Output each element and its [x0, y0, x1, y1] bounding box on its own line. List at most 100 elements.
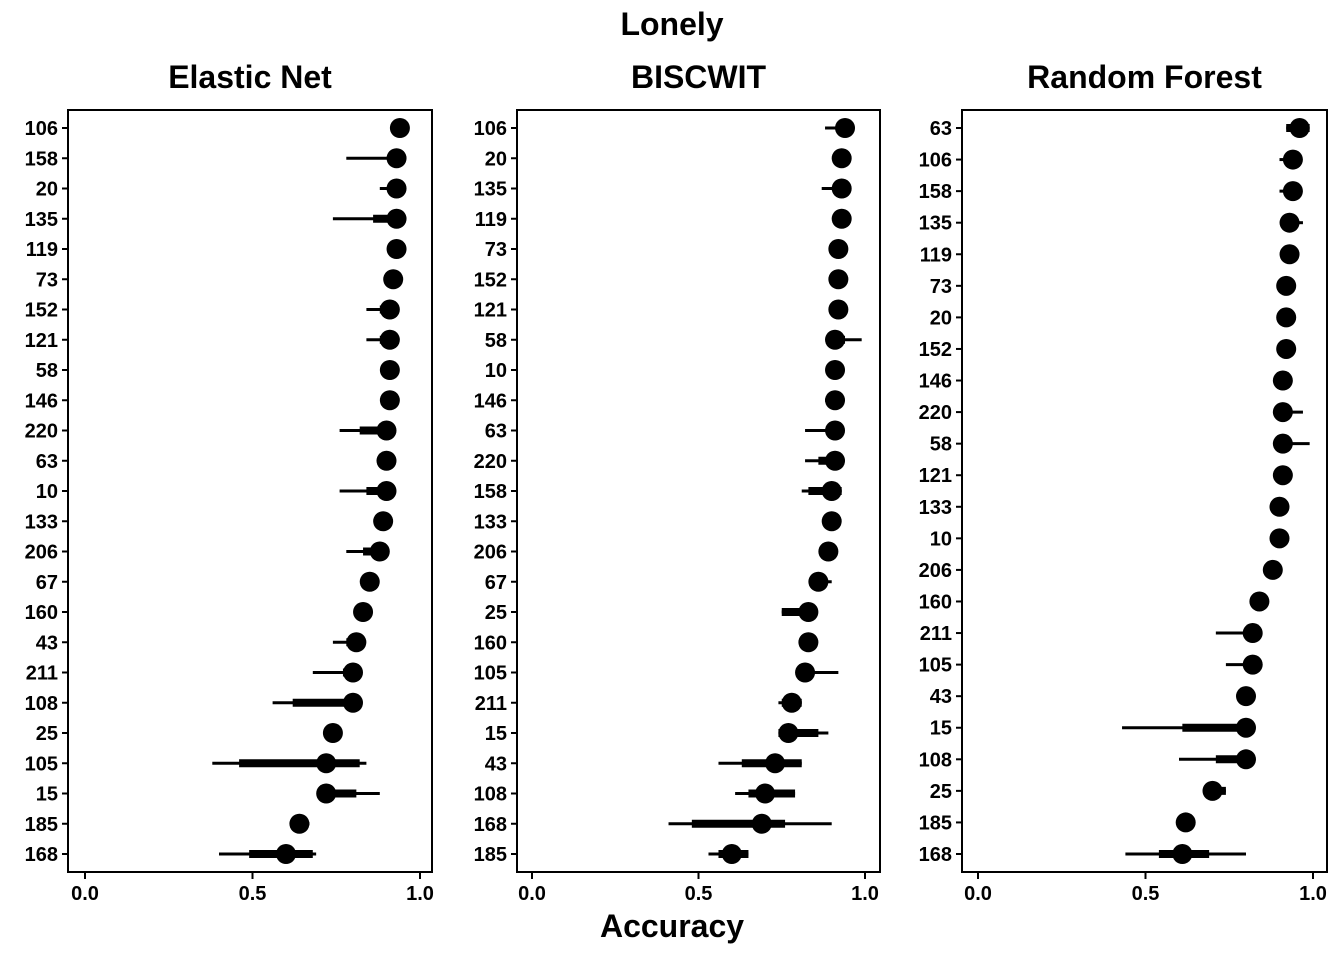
- y-tick-label: 133: [919, 497, 952, 519]
- y-tick-label: 168: [25, 844, 58, 866]
- y-tick-label: 58: [485, 330, 507, 352]
- point-estimate: [1282, 149, 1303, 170]
- point-estimate: [831, 208, 852, 229]
- x-tick-label: 0.0: [964, 883, 992, 905]
- point-estimate: [1269, 528, 1290, 549]
- point-estimate: [1276, 338, 1297, 359]
- point-estimate: [1276, 307, 1297, 328]
- y-tick-label: 119: [26, 239, 58, 261]
- point-estimate: [1272, 370, 1293, 391]
- y-tick-label: 108: [25, 693, 58, 715]
- y-tick-label: 121: [474, 300, 507, 322]
- y-tick-label: 25: [930, 781, 952, 803]
- y-tick-label: 133: [25, 511, 58, 533]
- y-tick-label: 73: [485, 239, 507, 261]
- y-tick-label: 73: [36, 269, 58, 291]
- point-estimate: [379, 390, 400, 411]
- point-estimate: [1236, 717, 1256, 738]
- y-tick-label: 58: [36, 360, 58, 382]
- y-tick-label: 160: [919, 591, 952, 613]
- x-tick-label: 1.0: [406, 883, 434, 905]
- point-estimate: [831, 148, 852, 169]
- y-tick-label: 152: [25, 300, 58, 322]
- x-tick-label: 0.5: [239, 883, 267, 905]
- point-estimate: [1242, 654, 1263, 675]
- point-estimate: [1172, 844, 1193, 864]
- point-estimate: [825, 360, 846, 380]
- y-tick-label: 105: [919, 655, 952, 677]
- y-tick-label: 119: [475, 209, 507, 231]
- y-tick-label: 146: [919, 371, 952, 393]
- point-estimate: [1249, 591, 1270, 612]
- point-estimate: [353, 602, 374, 622]
- point-estimate: [1236, 686, 1256, 707]
- y-tick-label: 206: [919, 560, 952, 582]
- y-tick-label: 15: [485, 723, 507, 745]
- y-tick-label: 160: [474, 632, 507, 654]
- y-tick-label: 133: [474, 511, 507, 533]
- y-tick-label: 135: [474, 179, 507, 201]
- point-estimate: [828, 299, 849, 320]
- x-tick-label: 1.0: [851, 883, 879, 905]
- y-tick-label: 152: [474, 269, 507, 291]
- point-estimate: [383, 269, 404, 290]
- y-tick-label: 63: [930, 118, 952, 140]
- y-tick-label: 25: [485, 602, 507, 624]
- y-tick-label: 105: [474, 663, 507, 685]
- point-estimate: [1272, 465, 1293, 486]
- point-estimate: [1202, 780, 1223, 801]
- point-estimate: [778, 723, 799, 743]
- y-tick-label: 160: [25, 602, 58, 624]
- y-tick-label: 168: [474, 814, 507, 836]
- point-estimate: [386, 208, 407, 229]
- figure-title: Lonely: [620, 6, 724, 42]
- point-estimate: [798, 602, 819, 622]
- y-tick-label: 121: [25, 330, 58, 352]
- y-tick-label: 158: [919, 181, 952, 203]
- y-tick-label: 211: [920, 623, 952, 645]
- y-tick-label: 73: [930, 276, 952, 298]
- y-tick-label: 158: [25, 148, 58, 170]
- y-tick-label: 67: [36, 572, 58, 594]
- y-tick-label: 211: [475, 693, 507, 715]
- point-estimate: [1269, 496, 1290, 517]
- y-tick-label: 168: [919, 844, 952, 866]
- point-estimate: [369, 541, 390, 562]
- panel-2: BISCWIT 0.0 0.5 1.0 106 20 135 119 73 152 121 58 10 1…: [474, 59, 881, 905]
- point-estimate: [821, 511, 842, 532]
- y-tick-label: 135: [25, 209, 58, 231]
- point-estimate: [343, 692, 363, 713]
- point-estimate: [795, 662, 816, 683]
- point-estimate: [825, 329, 846, 350]
- point-estimate: [1279, 244, 1300, 265]
- point-estimate: [386, 148, 407, 169]
- x-tick-label: 0.5: [1132, 883, 1160, 905]
- point-estimate: [386, 239, 407, 259]
- panel-title: Elastic Net: [168, 59, 332, 95]
- x-tick-label: 0.5: [685, 883, 713, 905]
- point-estimate: [1289, 118, 1310, 138]
- y-tick-label: 220: [919, 402, 952, 424]
- point-estimate: [808, 571, 829, 592]
- y-tick-label: 220: [474, 451, 507, 473]
- y-tick-label: 135: [919, 213, 952, 235]
- y-tick-label: 206: [25, 542, 58, 564]
- point-estimate: [346, 632, 367, 653]
- point-estimate: [765, 753, 786, 774]
- x-tick-label: 1.0: [1299, 883, 1327, 905]
- y-tick-label: 25: [36, 723, 58, 745]
- y-tick-label: 15: [36, 784, 58, 806]
- x-tick-label: 0.0: [518, 883, 546, 905]
- point-estimate: [831, 178, 852, 199]
- y-tick-label: 63: [36, 451, 58, 473]
- point-estimate: [1242, 623, 1263, 644]
- y-tick-label: 43: [485, 753, 507, 775]
- point-estimate: [798, 632, 819, 653]
- y-tick-label: 10: [36, 481, 58, 503]
- point-estimate: [781, 692, 802, 713]
- point-estimate: [379, 360, 400, 380]
- y-tick-label: 10: [930, 528, 952, 550]
- y-tick-label: 63: [485, 421, 507, 443]
- y-tick-label: 158: [474, 481, 507, 503]
